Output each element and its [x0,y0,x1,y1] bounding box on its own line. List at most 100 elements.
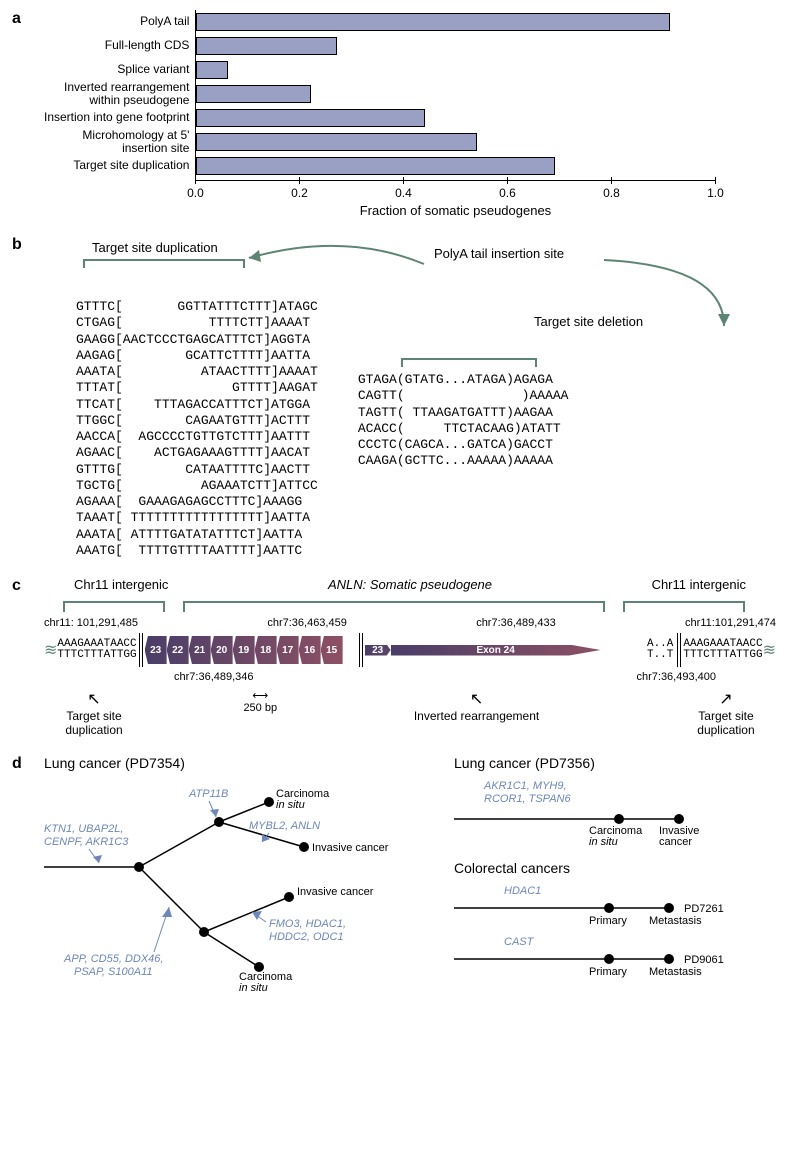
svg-text:Primary: Primary [589,915,627,927]
exons-left: 232221201918171615 [145,636,343,664]
coord: chr7:36,489,433 [476,617,556,629]
panel-d: d Lung cancer (PD7354) [12,755,776,990]
svg-text:Invasivecancer: Invasivecancer [659,825,699,848]
x-tick-label: 0.6 [499,186,516,200]
svg-text:Invasive cancer: Invasive cancer [312,842,389,854]
coord-row-bot: chr7:36,489,346 chr7:36,493,400 [44,671,776,683]
tsdel-sequences: GTAGA(GTATG...ATAGA)AGAGA CAGTT( )AAAAA … [358,372,588,470]
exon: 17 [277,636,299,664]
tree-title: Lung cancer (PD7356) [454,755,776,771]
exon: 23 [145,636,167,664]
tree-svg-crc1: HDAC1 Primary Metastasis PD7261 [454,882,754,930]
x-tick-label: 0.0 [187,186,204,200]
x-tick-label: 1.0 [707,186,724,200]
svg-text:Invasive cancer: Invasive cancer [297,886,374,898]
bar-chart: PolyA tailFull-length CDSSplice variantI… [44,10,776,218]
bar [196,37,336,55]
crc-title: Colorectal cancers [454,860,776,876]
panel-d-label: d [12,755,22,773]
y-label: Microhomology at 5' insertion site [44,130,189,154]
y-label: Splice variant [44,58,189,82]
tsd-seq-left: AAAGAAATAACCTTTCTTTATTGG [57,639,136,661]
coord: chr11: 101,291,485 [44,617,138,629]
bars-column [195,10,715,178]
right-region: Chr11 intergenic [652,577,746,592]
svg-text:AKR1C1, MYH9,RCOR1, TSPAN6: AKR1C1, MYH9,RCOR1, TSPAN6 [483,780,571,805]
panel-b-sequences: GTTTC[ GGTTATTTCTTT]ATAGC CTGAG[ TTTTCTT… [76,299,776,559]
tree-right-column: Lung cancer (PD7356) AKR1C1, MYH9,RCOR1,… [454,755,776,990]
center-title: ANLN: Somatic pseudogene [328,577,492,592]
svg-text:Carcinomain situ: Carcinomain situ [589,825,643,848]
x-tick-label: 0.2 [291,186,308,200]
bar [196,13,669,31]
y-label: Inverted rearrangement within pseudogene [44,82,189,106]
x-axis: 0.00.20.40.60.81.0 [195,180,715,181]
exon-diagram: ≋ AAAGAAATAACCTTTCTTTATTGG 2322212019181… [44,633,776,667]
inv-label: Inverted rearrangement [377,709,577,723]
svg-text:KTN1, UBAP2L,CENPF, AKR1C3: KTN1, UBAP2L,CENPF, AKR1C3 [44,823,129,848]
svg-text:CAST: CAST [504,936,535,948]
x-tick-label: 0.8 [603,186,620,200]
bars-area: 0.00.20.40.60.81.0 Fraction of somatic p… [195,10,715,218]
exon: 15 [321,636,343,664]
tsd-label: Target site duplication [44,709,144,737]
bar [196,61,227,79]
x-axis-title: Fraction of somatic pseudogenes [195,203,715,218]
exon: 20 [211,636,233,664]
panel-a-label: a [12,10,21,28]
left-region: Chr11 intergenic [74,577,168,592]
c-bottom-labels: ↖ Target site duplication ⟷ 250 bp ↖ Inv… [44,689,776,737]
tsd-seq-right: AAAGAAATAACCTTTCTTTATTGG [683,639,762,661]
svg-text:Metastasis: Metastasis [649,915,702,927]
exon: 19 [233,636,255,664]
panel-b-label: b [12,236,22,254]
polya-title: PolyA tail insertion site [434,246,564,261]
exon: 16 [299,636,321,664]
bar [196,157,555,175]
svg-text:Metastasis: Metastasis [649,966,702,978]
x-tick-label: 0.4 [395,186,412,200]
tsd-sequences: GTTTC[ GGTTATTTCTTT]ATAGC CTGAG[ TTTTCTT… [76,299,318,559]
panel-b: b Target site duplication PolyA tail ins… [12,236,776,559]
tree-svg-crc2: CAST Primary Metastasis PD9061 [454,933,754,981]
y-label: Full-length CDS [44,34,189,58]
exon: 18 [255,636,277,664]
svg-text:Carcinomain situ: Carcinomain situ [276,788,330,811]
panel-b-annotations: Target site duplication PolyA tail inser… [44,236,764,296]
coord-row-top: chr11: 101,291,485 chr7:36,463,459 chr7:… [44,617,776,629]
panel-c-label: c [12,577,21,595]
svg-text:MYBL2, ANLN: MYBL2, ANLN [249,820,320,832]
svg-text:PD7261: PD7261 [684,903,724,915]
c-brackets [44,596,764,614]
y-label: PolyA tail [44,10,189,34]
tsd-label-r: Target site duplication [676,709,776,737]
svg-text:APP, CD55, DDX46,PSAP, S100A11: APP, CD55, DDX46,PSAP, S100A11 [63,953,163,978]
svg-text:Carcinomain situ: Carcinomain situ [239,971,293,994]
svg-text:PD9061: PD9061 [684,954,724,966]
coord: chr11:101,291,474 [685,617,776,629]
tsdel-bracket [358,353,588,369]
exon: 21 [189,636,211,664]
exon-mid: 23 [365,636,391,664]
tsdel-title: Target site deletion [534,314,643,329]
coord: chr7:36,489,346 [174,671,254,683]
tsd-title: Target site duplication [92,240,218,255]
tree-svg-lung1: KTN1, UBAP2L,CENPF, AKR1C3 ATP11B Carcin… [44,777,424,987]
tree-lung1: Lung cancer (PD7354) KTN1, UBAP2 [44,755,424,990]
tree-title: Lung cancer (PD7354) [44,755,424,771]
scale-bar: ⟷ 250 bp [243,689,277,737]
bar [196,109,425,127]
coord: chr7:36,493,400 [636,671,716,683]
svg-text:Primary: Primary [589,966,627,978]
svg-text:FMO3, HDAC1,HDDC2, ODC1: FMO3, HDAC1,HDDC2, ODC1 [269,918,346,943]
tree-svg-lung2: AKR1C1, MYH9,RCOR1, TSPAN6 Carcinomain s… [454,777,754,847]
svg-text:ATP11B: ATP11B [188,788,228,800]
panel-a: a PolyA tailFull-length CDSSplice varian… [12,10,776,218]
exon-24: Exon 24 [391,636,645,664]
y-label: Insertion into gene footprint [44,106,189,130]
y-axis-labels: PolyA tailFull-length CDSSplice variantI… [44,10,195,218]
panel-c: c Chr11 intergenic ANLN: Somatic pseudog… [12,577,776,737]
svg-text:HDAC1: HDAC1 [504,885,541,897]
bar [196,85,310,103]
exon: 22 [167,636,189,664]
